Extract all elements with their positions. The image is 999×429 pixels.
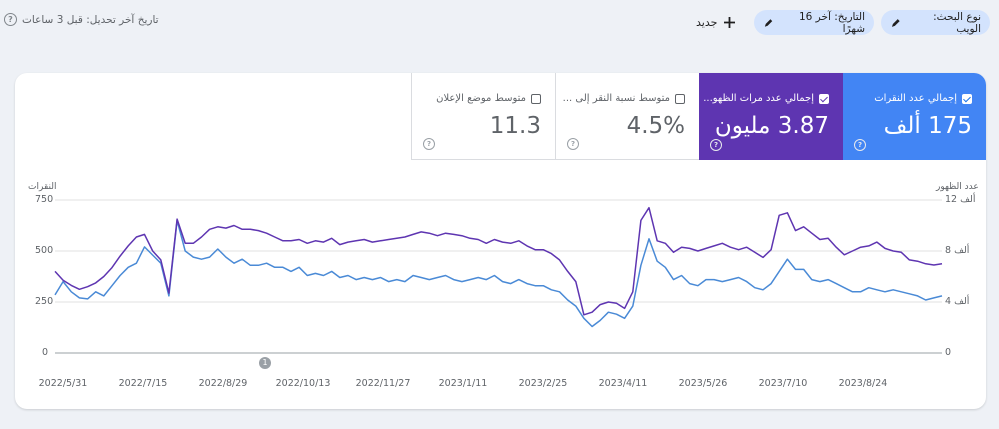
y-right-title: عدد الظهور	[936, 182, 979, 192]
search-type-filter-label: نوع البحث: الويب	[933, 10, 981, 35]
metric-value: 11.3	[489, 113, 541, 139]
y-left-tick: 500	[35, 245, 54, 256]
x-tick: 2022/10/13	[275, 378, 331, 389]
edit-icon	[891, 18, 900, 27]
x-tick: 2023/7/10	[758, 378, 808, 389]
checkbox[interactable]	[962, 93, 972, 104]
x-tick: 2023/1/11	[438, 378, 488, 389]
y-left-title: النقرات	[28, 182, 57, 192]
y-right-tick: 8 ألف	[945, 245, 970, 256]
new-filter-label: جديد	[696, 16, 718, 29]
performance-chart[interactable]	[15, 73, 986, 409]
top-bar: تاريخ آخر تحديل: قبل 3 ساعات ? جديد التا…	[0, 0, 999, 44]
last-update: تاريخ آخر تحديل: قبل 3 ساعات ?	[4, 13, 159, 26]
checkbox[interactable]	[675, 93, 685, 104]
y-right-tick: 4 ألف	[945, 296, 970, 307]
x-tick: 2023/4/11	[598, 378, 648, 389]
x-tick: 2023/8/24	[838, 378, 888, 389]
help-icon[interactable]: ?	[4, 13, 17, 26]
x-tick: 2022/8/29	[198, 378, 248, 389]
x-tick: 2022/7/15	[118, 378, 168, 389]
help-icon[interactable]: ?	[567, 138, 579, 150]
help-icon[interactable]: ?	[854, 139, 866, 151]
help-icon[interactable]: ?	[423, 138, 435, 150]
metric-label: متوسط نسبة النقر إلى ...	[562, 93, 670, 104]
metric-label: إجمالي عدد النقرات	[874, 93, 957, 104]
date-filter-label: التاريخ: آخر 16 شهرًا	[798, 10, 865, 35]
y-left-tick: 250	[35, 296, 54, 307]
metric-value: 175 ألف	[883, 113, 972, 139]
series-line	[54, 206, 943, 316]
x-tick: 2023/5/26	[678, 378, 728, 389]
metric-tile-clicks[interactable]: إجمالي عدد النقرات 175 ألف ?	[843, 73, 986, 160]
y-left-tick: 0	[42, 347, 49, 358]
metric-value: 4.5%	[626, 113, 685, 139]
search-type-filter-chip[interactable]: نوع البحث: الويب	[881, 10, 990, 35]
annotation-marker[interactable]: 1	[259, 357, 271, 369]
date-filter-chip[interactable]: التاريخ: آخر 16 شهرًا	[754, 10, 874, 35]
series-line	[54, 219, 943, 328]
checkbox[interactable]	[819, 93, 829, 104]
metric-value: 3.87 مليون	[714, 113, 829, 139]
metric-tile-ctr[interactable]: متوسط نسبة النقر إلى ... 4.5% ?	[555, 73, 699, 160]
edit-icon	[764, 18, 773, 27]
y-right-tick: 0	[945, 347, 952, 358]
x-tick: 2023/2/25	[518, 378, 568, 389]
new-filter-button[interactable]: جديد	[696, 12, 736, 33]
last-update-text: تاريخ آخر تحديل: قبل 3 ساعات	[22, 13, 159, 26]
plus-icon	[724, 17, 736, 28]
performance-card: إجمالي عدد النقرات 175 ألف ? إجمالي عدد …	[15, 73, 986, 409]
y-left-tick: 750	[35, 194, 54, 205]
x-tick: 2022/11/27	[355, 378, 411, 389]
help-icon[interactable]: ?	[710, 139, 722, 151]
metric-label: إجمالي عدد مرات الظهو...	[703, 93, 814, 104]
metric-tile-position[interactable]: متوسط موضع الإعلان 11.3 ?	[411, 73, 555, 160]
y-right-tick: 12 ألف	[945, 194, 976, 205]
metric-label: متوسط موضع الإعلان	[436, 93, 526, 104]
metric-tile-impressions[interactable]: إجمالي عدد مرات الظهو... 3.87 مليون ?	[699, 73, 843, 160]
x-tick: 2022/5/31	[38, 378, 88, 389]
checkbox[interactable]	[531, 93, 541, 104]
